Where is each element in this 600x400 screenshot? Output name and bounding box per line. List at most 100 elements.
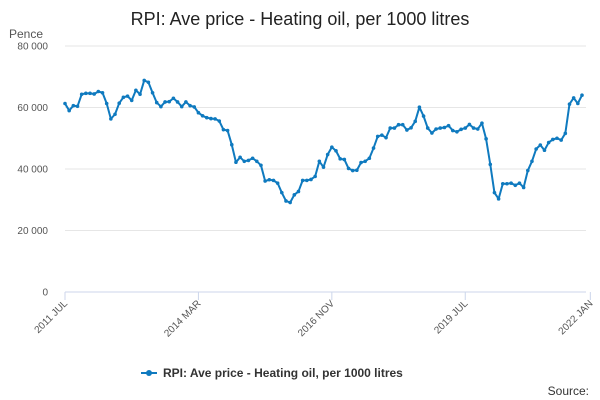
data-point[interactable] xyxy=(388,126,393,130)
data-point[interactable] xyxy=(84,91,88,96)
data-point[interactable] xyxy=(346,166,351,171)
data-point[interactable] xyxy=(417,105,422,109)
data-point[interactable] xyxy=(129,98,134,103)
data-point[interactable] xyxy=(221,127,226,132)
data-point[interactable] xyxy=(200,114,205,118)
data-point[interactable] xyxy=(471,126,476,130)
data-point[interactable] xyxy=(438,126,443,130)
data-point[interactable] xyxy=(309,177,313,182)
data-point[interactable] xyxy=(551,137,555,142)
data-point[interactable] xyxy=(496,197,501,201)
data-point[interactable] xyxy=(296,189,301,194)
data-point[interactable] xyxy=(263,179,267,183)
data-point[interactable] xyxy=(134,88,138,93)
data-point[interactable] xyxy=(254,159,259,164)
data-point[interactable] xyxy=(409,126,413,130)
data-point[interactable] xyxy=(480,121,484,125)
data-point[interactable] xyxy=(213,117,217,121)
data-point[interactable] xyxy=(96,89,101,94)
data-point[interactable] xyxy=(450,128,455,133)
data-point[interactable] xyxy=(113,112,117,117)
data-point[interactable] xyxy=(513,183,518,188)
data-point[interactable] xyxy=(196,110,201,115)
data-point[interactable] xyxy=(505,181,509,186)
data-point[interactable] xyxy=(425,126,430,130)
data-point[interactable] xyxy=(204,115,209,120)
data-point[interactable] xyxy=(542,148,547,153)
data-point[interactable] xyxy=(321,165,326,169)
data-point[interactable] xyxy=(179,104,184,109)
data-point[interactable] xyxy=(75,104,80,109)
data-point[interactable] xyxy=(150,90,155,95)
data-point[interactable] xyxy=(350,168,355,173)
data-point[interactable] xyxy=(171,96,176,101)
data-point[interactable] xyxy=(342,157,347,162)
data-point[interactable] xyxy=(538,143,543,147)
data-point[interactable] xyxy=(159,104,163,109)
data-point[interactable] xyxy=(250,156,255,161)
data-point[interactable] xyxy=(63,101,67,106)
data-point[interactable] xyxy=(217,119,222,123)
data-point[interactable] xyxy=(117,101,121,105)
data-point[interactable] xyxy=(267,177,272,182)
data-point[interactable] xyxy=(88,91,92,96)
data-point[interactable] xyxy=(79,92,84,97)
data-point[interactable] xyxy=(338,157,342,161)
data-point[interactable] xyxy=(234,160,238,165)
data-point[interactable] xyxy=(92,92,96,96)
data-point[interactable] xyxy=(67,108,71,113)
data-point[interactable] xyxy=(384,135,388,140)
data-point[interactable] xyxy=(359,160,363,165)
data-point[interactable] xyxy=(100,90,105,95)
data-point[interactable] xyxy=(363,159,367,164)
data-point[interactable] xyxy=(292,193,297,197)
data-point[interactable] xyxy=(463,126,468,130)
data-point[interactable] xyxy=(392,126,397,130)
data-point[interactable] xyxy=(225,128,230,133)
data-point[interactable] xyxy=(125,94,130,98)
data-point[interactable] xyxy=(242,159,247,164)
data-point[interactable] xyxy=(517,181,522,185)
data-point[interactable] xyxy=(146,80,151,85)
data-point[interactable] xyxy=(492,190,497,195)
data-point[interactable] xyxy=(271,178,276,183)
data-point[interactable] xyxy=(521,185,526,190)
data-point[interactable] xyxy=(488,162,493,167)
data-point[interactable] xyxy=(334,149,338,153)
data-point[interactable] xyxy=(104,101,109,106)
data-point[interactable] xyxy=(192,105,197,109)
data-point[interactable] xyxy=(576,101,580,106)
data-point[interactable] xyxy=(500,181,505,186)
data-point[interactable] xyxy=(188,103,192,108)
data-point[interactable] xyxy=(355,168,359,173)
data-point[interactable] xyxy=(396,122,401,127)
data-point[interactable] xyxy=(430,131,434,135)
data-point[interactable] xyxy=(446,123,451,128)
data-point[interactable] xyxy=(534,147,538,151)
data-point[interactable] xyxy=(455,129,459,134)
data-point[interactable] xyxy=(325,152,330,157)
data-point[interactable] xyxy=(288,200,292,205)
data-point[interactable] xyxy=(142,78,147,83)
data-point[interactable] xyxy=(71,103,76,108)
data-point[interactable] xyxy=(184,100,188,104)
data-point[interactable] xyxy=(300,178,305,183)
data-point[interactable] xyxy=(167,99,172,104)
data-point[interactable] xyxy=(526,168,530,173)
data-point[interactable] xyxy=(138,92,142,97)
data-point[interactable] xyxy=(484,137,488,141)
data-point[interactable] xyxy=(571,96,576,100)
data-point[interactable] xyxy=(421,114,426,118)
data-point[interactable] xyxy=(246,158,251,163)
data-point[interactable] xyxy=(580,93,584,97)
data-point[interactable] xyxy=(229,142,234,147)
data-point[interactable] xyxy=(563,131,568,136)
data-point[interactable] xyxy=(330,145,334,149)
data-point[interactable] xyxy=(313,174,317,179)
data-point[interactable] xyxy=(475,127,480,131)
data-point[interactable] xyxy=(434,127,438,131)
data-point[interactable] xyxy=(509,181,513,185)
data-point[interactable] xyxy=(530,159,534,164)
data-point[interactable] xyxy=(275,181,280,185)
data-point[interactable] xyxy=(305,178,309,183)
